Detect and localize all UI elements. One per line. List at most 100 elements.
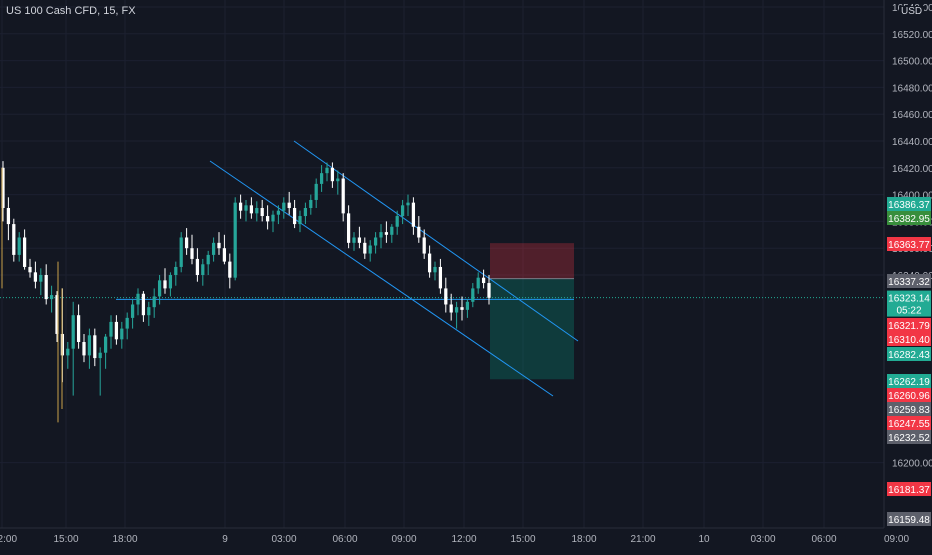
candle-body [66, 348, 70, 356]
candle-body [352, 237, 356, 243]
price-label-text: 16386.37 [888, 200, 930, 211]
price-label-box [887, 347, 931, 361]
candle-body [109, 321, 113, 337]
price-label-text: 16321.79 [888, 321, 930, 332]
price-label-text: 16310.40 [888, 335, 930, 346]
channel-upper-line[interactable] [293, 140, 579, 342]
candle-body [487, 283, 491, 298]
candle-body [1, 167, 5, 208]
time-tick-label: 15:00 [510, 534, 535, 545]
candle-body [444, 288, 448, 305]
candle-body [249, 205, 254, 214]
candle-body [174, 266, 178, 275]
candle-body [357, 237, 362, 243]
candle-body [417, 226, 421, 238]
candle-body [114, 321, 119, 340]
candle-body [276, 210, 281, 215]
drawings-layer[interactable] [0, 140, 884, 397]
price-label-text: 16382.95 [888, 214, 930, 225]
price-label-box [887, 416, 931, 430]
last-price-box [887, 290, 931, 317]
price-label-box [887, 211, 931, 225]
time-tick-label: 12:00 [0, 534, 17, 545]
candle-body [136, 293, 140, 305]
candle-body [363, 242, 367, 254]
candle-body [330, 167, 335, 182]
candle-body [400, 205, 405, 217]
candle-body [22, 237, 27, 267]
candle-body [211, 242, 216, 255]
position-risk-zone[interactable] [490, 243, 574, 279]
candle-body [206, 254, 210, 265]
candle-body [373, 237, 378, 246]
candle-body [303, 208, 308, 217]
candle-body [336, 178, 340, 182]
candle-body [368, 245, 372, 254]
candle-body [379, 232, 383, 238]
candle-body [190, 248, 194, 259]
candle-body [87, 335, 92, 356]
time-tick-label: 09:00 [391, 534, 416, 545]
price-label-box [887, 388, 931, 402]
candle-body [314, 183, 318, 200]
candle-body [147, 307, 151, 316]
price-label-text: 16181.37 [888, 485, 930, 496]
candle-body [28, 266, 32, 273]
candle-body [238, 202, 243, 211]
candle-body [152, 296, 156, 308]
candle-body [384, 232, 389, 235]
price-label-text: 16337.32 [888, 277, 930, 288]
time-tick-label: 03:00 [271, 534, 296, 545]
price-label-box [887, 374, 931, 388]
candle-body [130, 304, 135, 318]
candle-body [476, 277, 480, 289]
candle-body [282, 202, 286, 211]
price-tick-label: 16420.00 [892, 164, 932, 175]
candle-body [449, 304, 453, 313]
candle-body [55, 295, 59, 334]
price-tick-label: 16200.00 [892, 459, 932, 470]
candle-body [438, 266, 443, 289]
candle-body [125, 317, 129, 329]
candle-body [103, 336, 108, 353]
candle-body [411, 202, 416, 227]
currency-label[interactable]: USD [899, 6, 925, 17]
last-price-text: 16323.14 [888, 294, 930, 305]
candle-body [179, 237, 183, 267]
candle-body [195, 258, 200, 275]
price-label-text: 16259.83 [888, 405, 930, 416]
candle-body [465, 301, 470, 310]
price-label-box [887, 402, 931, 416]
candle-body [76, 315, 81, 342]
candle-body [265, 216, 270, 222]
candle-body [346, 213, 351, 243]
time-axis-bg [0, 528, 884, 550]
price-label-box [887, 482, 931, 496]
channel-lower-line[interactable] [209, 160, 554, 397]
candles-layer [1, 161, 491, 423]
time-axis[interactable]: 12:00 15:00 18:00 9 03:00 06:00 09:00 12:00 15:0… [0, 527, 909, 550]
candle-body [260, 208, 264, 217]
price-label-text: 16247.55 [888, 419, 930, 430]
candle-body [98, 352, 102, 359]
candle-body [309, 199, 313, 208]
candle-body [406, 202, 410, 206]
candle-body [17, 237, 21, 255]
time-tick-label: 06:00 [332, 534, 357, 545]
time-tick-label: 18:00 [112, 534, 137, 545]
candle-body [454, 307, 459, 313]
candle-body [422, 237, 426, 254]
candle-body [481, 277, 486, 284]
price-tick-label: 16500.00 [892, 57, 932, 68]
candle-body [292, 208, 297, 225]
price-axis[interactable]: 16540.0016520.0016500.0016480.0016460.00… [883, 0, 932, 550]
candle-body [460, 307, 464, 310]
candle-body [228, 261, 232, 278]
candle-body [168, 275, 173, 289]
symbol-legend[interactable]: US 100 Cash CFD, 15, FX [6, 5, 136, 17]
candle-body [217, 242, 221, 249]
candle-body [184, 237, 189, 249]
price-tick-label: 16440.00 [892, 137, 932, 148]
